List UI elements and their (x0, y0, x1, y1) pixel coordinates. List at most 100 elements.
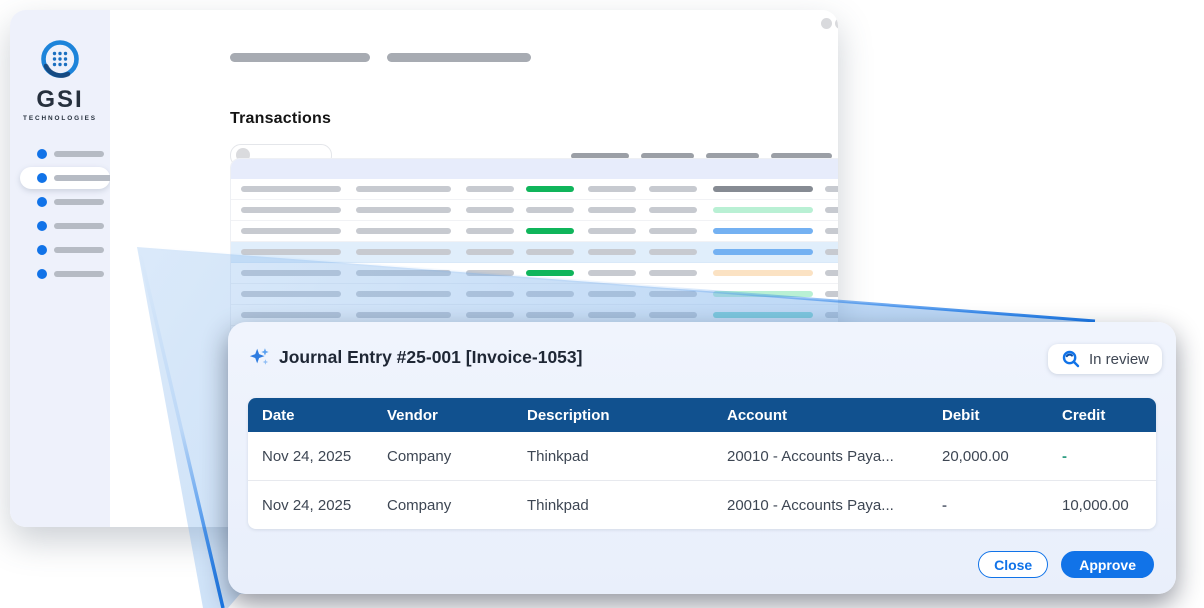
journal-table-header: Date Vendor Description Account Debit Credit (248, 398, 1156, 432)
journal-table-cell: 20010 - Accounts Paya... (727, 447, 894, 465)
skeleton-cell-bar (713, 249, 813, 255)
journal-table-cell: Company (387, 496, 452, 514)
skeleton-cell-bar (825, 207, 838, 213)
sparkle-icon (249, 348, 269, 365)
journal-entry-modal: Journal Entry #25-001 [Invoice-1053] In … (228, 322, 1176, 594)
journal-table-cell: Nov 24, 2025 (262, 447, 352, 465)
skeleton-cell-bar (649, 249, 697, 255)
column-header: Debit (942, 406, 980, 424)
skeleton-cell-bar (526, 291, 574, 297)
skeleton-cell-bar (241, 228, 341, 234)
skeleton-cell-bar (241, 291, 341, 297)
skeleton-cell-bar (649, 270, 697, 276)
skeleton-row[interactable] (231, 263, 838, 284)
skeleton-row[interactable] (231, 221, 838, 242)
skeleton-cell-bar (588, 270, 636, 276)
skeleton-cell-bar (241, 186, 341, 192)
skeleton-cell-bar (588, 186, 636, 192)
skeleton-cell-bar (649, 312, 697, 318)
nav-label-skeleton (54, 199, 104, 205)
skeleton-cell-bar (713, 207, 813, 213)
nav-label-skeleton (54, 151, 104, 157)
skeleton-cell-bar (526, 228, 574, 234)
modal-title-row: Journal Entry #25-001 [Invoice-1053] (248, 346, 582, 368)
sidebar-item[interactable] (10, 190, 110, 214)
skeleton-cell-bar (466, 228, 514, 234)
brand-subtitle: TECHNOLOGIES (23, 115, 97, 122)
skeleton-cell-bar (713, 291, 813, 297)
window-chrome-bar (110, 10, 838, 45)
approve-button[interactable]: Approve (1061, 551, 1154, 578)
skeleton-cell-bar (356, 249, 451, 255)
skeleton-cell-bar (526, 207, 574, 213)
skeleton-cell-bar (356, 270, 451, 276)
skeleton-cell-bar (713, 228, 813, 234)
gsi-ring-dots-logo-icon (38, 38, 82, 82)
skeleton-cell-bar (356, 186, 451, 192)
nav-label-skeleton (54, 247, 104, 253)
skeleton-cell-bar (466, 312, 514, 318)
journal-table-cell: - (1062, 447, 1067, 465)
window-control-icon[interactable] (821, 18, 832, 29)
nav-dot-icon (37, 221, 47, 231)
status-badge-label: In review (1088, 350, 1149, 368)
skeleton-cell-bar (241, 270, 341, 276)
skeleton-cell-bar (588, 291, 636, 297)
sidebar-item[interactable] (10, 238, 110, 262)
journal-table: Date Vendor Description Account Debit Credit … (248, 398, 1156, 529)
breadcrumb-skeleton (387, 53, 531, 62)
skeleton-cell-bar (526, 249, 574, 255)
nav-dot-icon (37, 269, 47, 279)
sidebar-item[interactable] (10, 214, 110, 238)
skeleton-cell-bar (649, 207, 697, 213)
brand-name: GSI (36, 86, 84, 113)
sidebar-item[interactable] (10, 142, 110, 166)
window-control-icon[interactable] (835, 18, 838, 29)
skeleton-cell-bar (356, 312, 451, 318)
tab-skeleton (706, 153, 759, 159)
nav-dot-icon (37, 245, 47, 255)
close-button[interactable]: Close (978, 551, 1049, 578)
skeleton-row[interactable] (231, 179, 838, 200)
skeleton-cell-bar (241, 249, 341, 255)
skeleton-row[interactable] (231, 284, 838, 305)
skeleton-cell-bar (356, 207, 451, 213)
skeleton-cell-bar (356, 291, 451, 297)
column-header: Credit (1062, 406, 1106, 424)
journal-table-cell: 10,000.00 (1062, 496, 1129, 514)
skeleton-cell-bar (649, 186, 697, 192)
magnifier-icon (1062, 350, 1080, 368)
skeleton-cell-bar (713, 186, 813, 192)
skeleton-cell-bar (526, 312, 574, 318)
skeleton-cell-bar (466, 186, 514, 192)
nav-dot-icon (37, 149, 47, 159)
sidebar-item[interactable] (10, 262, 110, 286)
tab-skeleton (641, 153, 694, 159)
skeleton-cell-bar (466, 207, 514, 213)
skeleton-cell-bar (825, 249, 838, 255)
sidebar-item-active[interactable] (10, 166, 114, 190)
breadcrumb-skeleton (230, 53, 370, 62)
column-header: Date (262, 406, 295, 424)
skeleton-cell-bar (241, 312, 341, 318)
table-header-skeleton (231, 159, 838, 179)
sidebar-nav (10, 142, 114, 286)
skeleton-cell-bar (649, 291, 697, 297)
skeleton-cell-bar (825, 228, 838, 234)
journal-table-cell: Nov 24, 2025 (262, 496, 352, 514)
journal-table-cell: Company (387, 447, 452, 465)
journal-table-row: Nov 24, 2025 Company Thinkpad 20010 - Accou… (248, 432, 1156, 480)
skeleton-cell-bar (356, 228, 451, 234)
modal-footer: Close Approve (978, 551, 1154, 578)
skeleton-cell-bar (526, 186, 574, 192)
skeleton-row[interactable] (231, 200, 838, 221)
nav-label-skeleton (54, 223, 104, 229)
skeleton-row-selected[interactable] (231, 242, 838, 263)
skeleton-cell-bar (825, 312, 838, 318)
tab-skeleton (571, 153, 629, 159)
column-header: Description (527, 406, 610, 424)
status-badge[interactable]: In review (1047, 344, 1162, 374)
skeleton-cell-bar (588, 228, 636, 234)
journal-table-cell: 20010 - Accounts Paya... (727, 496, 894, 514)
